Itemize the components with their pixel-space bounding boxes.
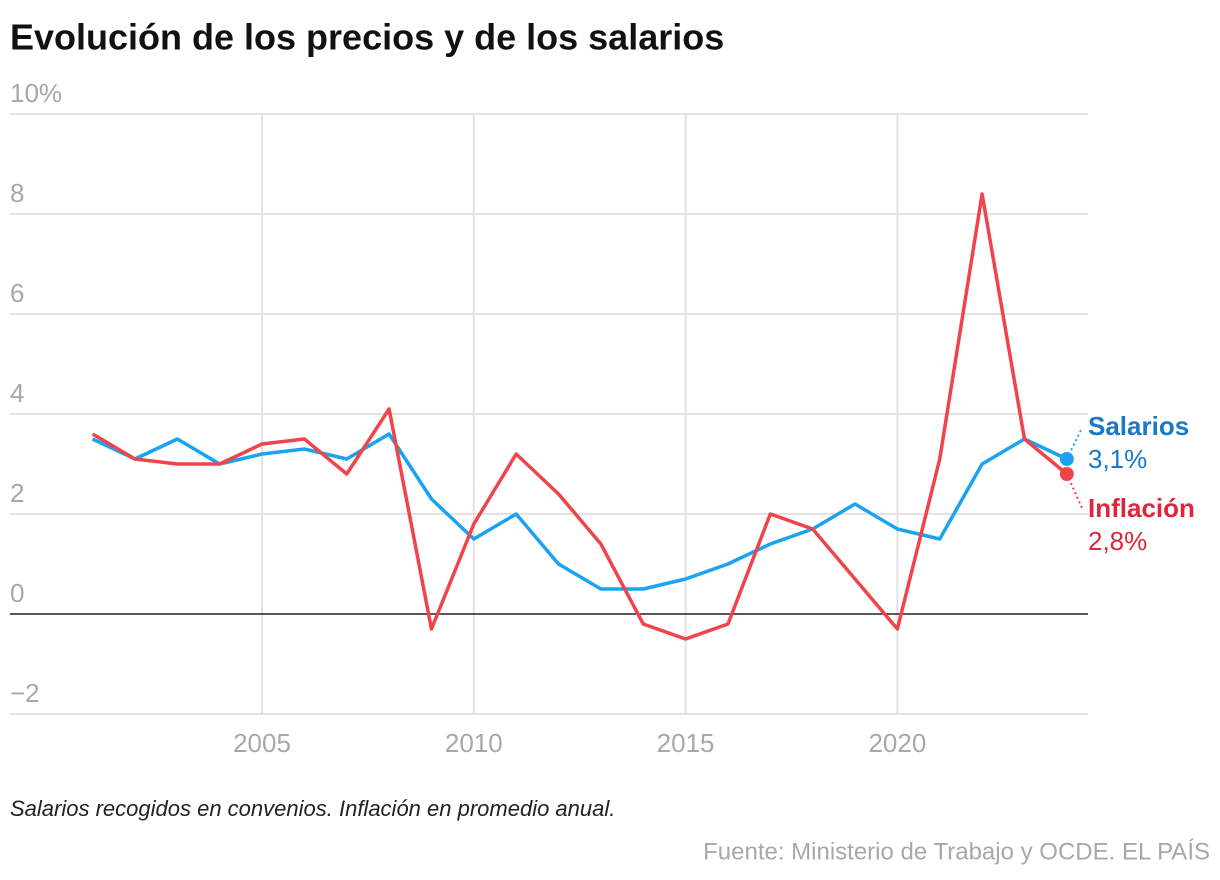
line bbox=[91, 192, 1068, 641]
y-tick-label: 4 bbox=[10, 378, 24, 408]
line bbox=[91, 432, 1068, 591]
y-tick-label: −2 bbox=[10, 678, 40, 708]
end-dot bbox=[1059, 467, 1074, 481]
series-label: Salarios bbox=[1088, 411, 1189, 441]
end-value-label: 3,1% bbox=[1088, 444, 1147, 474]
series-label: Inflación bbox=[1088, 493, 1195, 523]
x-tick-label: 2015 bbox=[657, 728, 715, 758]
note: Salarios recogidos en convenios. Inflaci… bbox=[10, 796, 615, 821]
end-value-label: 2,8% bbox=[1088, 526, 1147, 556]
source: Fuente: Ministerio de Trabajo y OCDE. EL… bbox=[703, 838, 1210, 865]
y-tick-label: 8 bbox=[10, 178, 24, 208]
end-dot bbox=[1059, 452, 1074, 466]
chart-title: Evolución de los precios y de los salari… bbox=[10, 17, 724, 58]
x-tick-label: 2020 bbox=[868, 728, 926, 758]
y-tick-label: 2 bbox=[10, 478, 24, 508]
y-tick-label: 6 bbox=[10, 278, 24, 308]
y-tick-label: 10% bbox=[10, 78, 62, 108]
y-tick-label: 0 bbox=[10, 578, 24, 608]
x-tick-label: 2010 bbox=[445, 728, 503, 758]
x-tick-label: 2005 bbox=[233, 728, 291, 758]
